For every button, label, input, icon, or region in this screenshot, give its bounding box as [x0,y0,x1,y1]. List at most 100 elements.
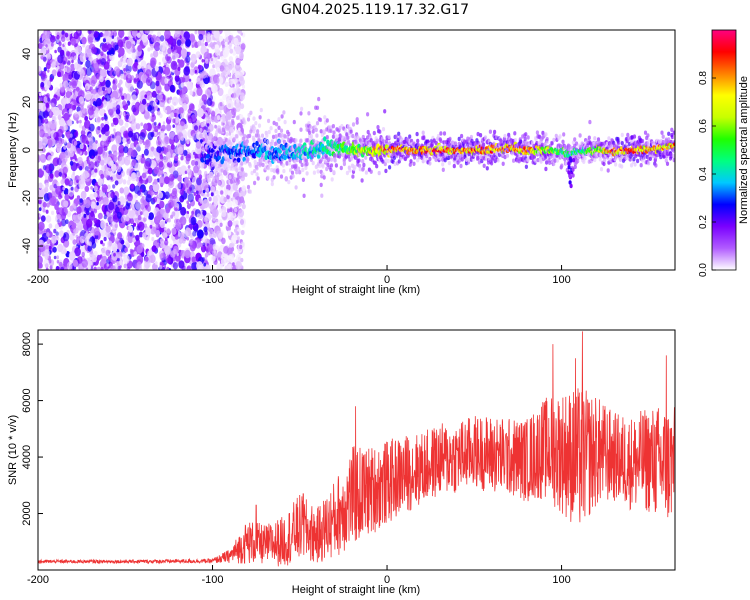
noise-cell [73,229,76,234]
noise-cell [212,243,218,250]
noise-cell [239,219,245,225]
noise-cell [210,255,216,262]
noise-cell [170,144,175,150]
noise-cell [118,47,125,57]
noise-cell [144,256,149,262]
noise-cell [42,30,50,39]
noise-cell [70,37,77,46]
signal-halo-cell [325,135,329,140]
noise-cell [97,146,103,155]
signal-halo-cell [298,170,302,175]
signal-halo-cell [330,177,334,182]
noise-cell [159,43,166,52]
signal-halo-cell [270,139,274,144]
noise-cell [106,51,110,55]
noise-cell [78,96,85,104]
noise-cell [164,109,168,114]
noise-cell [46,238,51,244]
noise-cell [159,200,165,209]
noise-cell [51,235,57,244]
noise-cell [193,191,197,196]
noise-cell [131,94,137,102]
noise-cell [100,221,106,229]
signal-halo-cell [252,137,256,143]
signal-halo-cell [325,118,329,123]
noise-cell [81,259,89,268]
signal-halo-cell [220,190,224,195]
noise-cell [120,57,124,62]
noise-cell [87,159,91,165]
noise-cell [219,263,224,270]
signal-halo-cell [355,117,359,122]
noise-cell [81,251,85,258]
noise-cell [183,66,190,76]
signal-halo-cell [291,174,295,179]
signal-halo-cell [266,175,270,180]
noise-cell [84,199,91,209]
noise-cell [130,183,134,189]
noise-cell [215,49,220,57]
noise-cell [97,59,101,65]
signal-halo-cell [364,170,368,175]
noise-cell [209,108,213,113]
signal-halo-cell [351,174,355,179]
noise-cell [38,262,43,269]
noise-cell [241,84,246,89]
noise-cell [180,48,187,57]
signal-halo-cell [239,154,243,159]
noise-cell [43,228,47,233]
noise-cell [229,90,233,95]
noise-cell [232,83,235,88]
signal-halo-cell [302,193,306,198]
noise-cell [210,57,214,62]
noise-cell [199,128,203,133]
noise-cell [45,215,52,223]
noise-cell [128,225,133,232]
noise-cell [38,155,41,160]
noise-cell [172,124,175,128]
noise-cell [215,189,219,195]
signal-halo-cell [318,117,323,123]
signal-halo-cell [283,119,287,125]
noise-cell [177,66,181,72]
noise-cell [70,186,74,191]
signal-halo-cell [253,126,257,131]
signal-halo-cell [409,159,413,164]
noise-cell [114,180,119,186]
noise-cell [88,260,93,266]
signal-halo-cell [315,105,320,111]
noise-cell [45,102,50,108]
noise-cell [235,102,241,110]
noise-cell [125,203,130,210]
signal-halo-cell [317,96,321,102]
noise-cell [83,160,88,166]
signal-halo-cell [221,164,225,169]
signal-halo-cell [334,163,338,168]
noise-cell [85,60,91,68]
noise-cell [85,140,89,145]
noise-cell [166,162,171,168]
noise-cell [180,136,185,142]
noise-cell [136,80,143,89]
signal-halo-cell [360,178,364,183]
noise-cell [114,44,119,51]
signal-halo-cell [241,172,245,177]
noise-cell [201,94,208,102]
noise-cell [103,236,107,242]
noise-cell [210,192,214,197]
noise-cell [118,79,123,85]
noise-cell [203,226,208,233]
noise-cell [64,178,70,186]
noise-cell [45,44,48,48]
noise-cell [49,184,54,191]
noise-cell [136,154,141,161]
noise-cell [118,119,124,126]
signal-halo-cell [253,180,257,186]
noise-cell [99,228,107,237]
signal-halo-cell [299,127,303,132]
signal-halo-cell [212,136,216,141]
noise-cell [90,266,94,270]
signal-halo-cell [311,160,315,166]
noise-cell [232,92,237,99]
noise-cell [45,164,52,174]
